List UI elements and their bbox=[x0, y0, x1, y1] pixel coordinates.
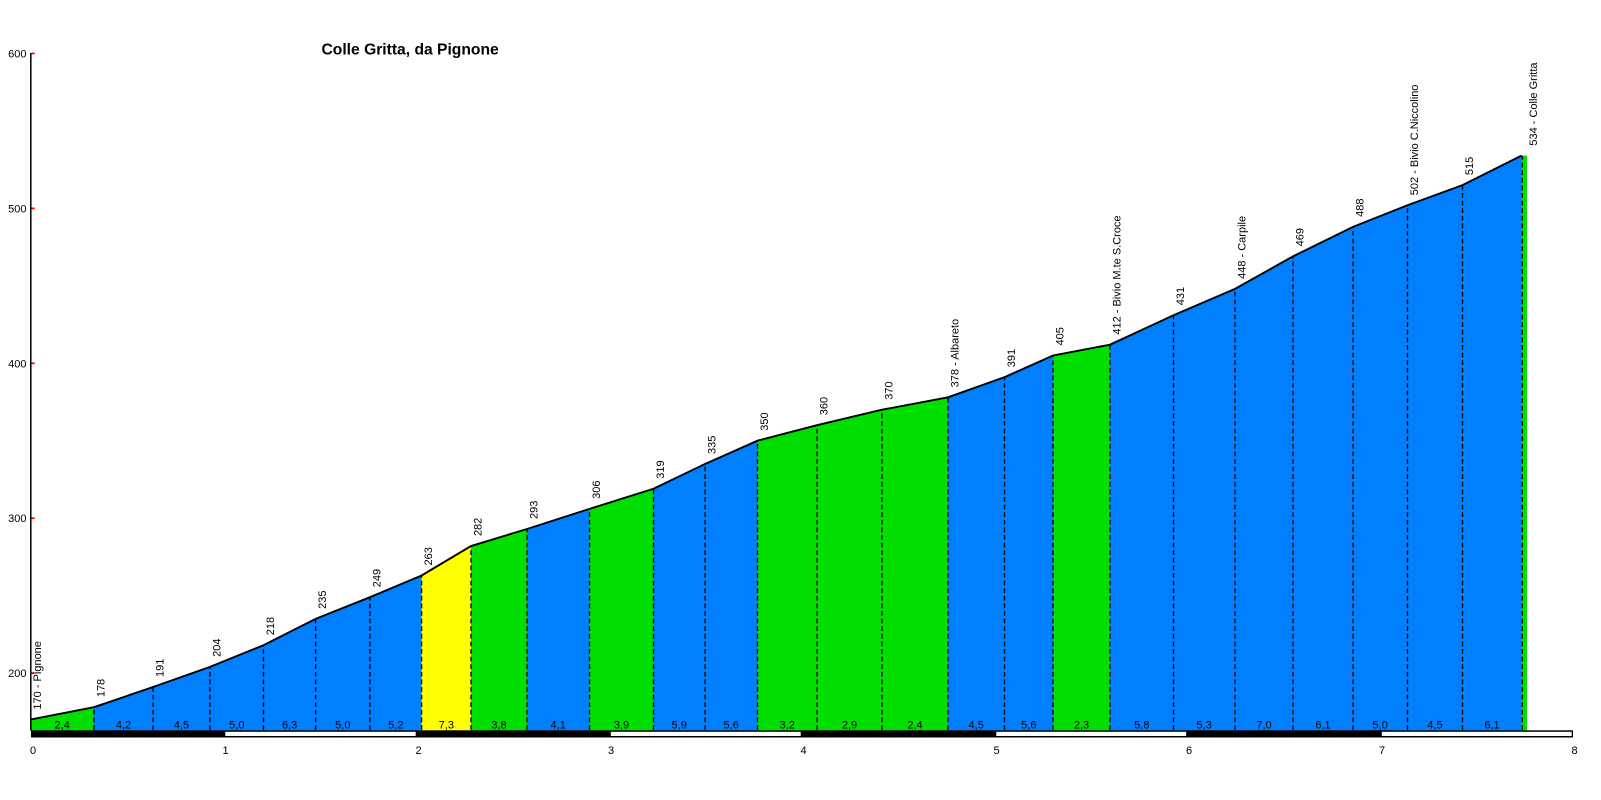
svg-text:6,3: 6,3 bbox=[282, 719, 297, 731]
svg-text:282: 282 bbox=[473, 518, 485, 536]
svg-text:4,2: 4,2 bbox=[116, 719, 131, 731]
svg-text:8: 8 bbox=[1571, 745, 1577, 757]
svg-text:7,0: 7,0 bbox=[1256, 719, 1271, 731]
svg-text:0: 0 bbox=[30, 745, 36, 757]
svg-text:306: 306 bbox=[591, 481, 603, 499]
svg-text:600: 600 bbox=[8, 48, 26, 60]
svg-text:5,6: 5,6 bbox=[1021, 719, 1036, 731]
svg-text:4: 4 bbox=[800, 745, 806, 757]
svg-text:Colle Gritta, da Pignone: Colle Gritta, da Pignone bbox=[322, 41, 499, 58]
svg-text:3,2: 3,2 bbox=[780, 719, 795, 731]
svg-text:4,5: 4,5 bbox=[969, 719, 984, 731]
svg-text:502 - Bivio C.Niccolino: 502 - Bivio C.Niccolino bbox=[1409, 85, 1421, 196]
svg-text:350: 350 bbox=[759, 412, 771, 430]
svg-text:235: 235 bbox=[317, 591, 329, 609]
svg-text:5,3: 5,3 bbox=[1197, 719, 1212, 731]
svg-text:293: 293 bbox=[529, 501, 541, 519]
svg-text:405: 405 bbox=[1055, 327, 1067, 345]
svg-text:360: 360 bbox=[819, 397, 831, 415]
svg-text:3,8: 3,8 bbox=[491, 719, 506, 731]
svg-text:218: 218 bbox=[265, 617, 277, 635]
svg-text:378 - Albareto: 378 - Albareto bbox=[950, 319, 962, 388]
svg-text:6: 6 bbox=[1186, 745, 1192, 757]
svg-text:431: 431 bbox=[1175, 287, 1187, 305]
svg-text:5,0: 5,0 bbox=[229, 719, 244, 731]
svg-text:515: 515 bbox=[1464, 157, 1476, 175]
svg-text:170 - Pignone: 170 - Pignone bbox=[32, 641, 44, 710]
svg-text:534 - Colle Gritta: 534 - Colle Gritta bbox=[1528, 62, 1540, 146]
svg-text:4,5: 4,5 bbox=[174, 719, 189, 731]
svg-text:2,4: 2,4 bbox=[55, 719, 70, 731]
svg-text:3: 3 bbox=[608, 745, 614, 757]
svg-text:2,3: 2,3 bbox=[1074, 719, 1089, 731]
svg-text:5,0: 5,0 bbox=[335, 719, 350, 731]
svg-text:249: 249 bbox=[372, 569, 384, 587]
svg-text:191: 191 bbox=[155, 659, 167, 677]
svg-text:6,1: 6,1 bbox=[1315, 719, 1330, 731]
svg-text:5: 5 bbox=[993, 745, 999, 757]
svg-text:7,3: 7,3 bbox=[439, 719, 454, 731]
svg-text:6,1: 6,1 bbox=[1484, 719, 1499, 731]
svg-text:3,9: 3,9 bbox=[614, 719, 629, 731]
svg-text:335: 335 bbox=[707, 436, 719, 454]
svg-text:7: 7 bbox=[1379, 745, 1385, 757]
svg-text:400: 400 bbox=[8, 358, 26, 370]
svg-text:448 - Carpile: 448 - Carpile bbox=[1237, 216, 1249, 279]
svg-text:488: 488 bbox=[1355, 199, 1367, 217]
svg-text:2,4: 2,4 bbox=[907, 719, 922, 731]
svg-text:263: 263 bbox=[423, 547, 435, 565]
svg-text:5,2: 5,2 bbox=[388, 719, 403, 731]
svg-text:5,0: 5,0 bbox=[1373, 719, 1388, 731]
svg-text:500: 500 bbox=[8, 203, 26, 215]
svg-text:5,8: 5,8 bbox=[1134, 719, 1149, 731]
svg-text:4,5: 4,5 bbox=[1427, 719, 1442, 731]
svg-text:370: 370 bbox=[884, 381, 896, 399]
svg-text:178: 178 bbox=[96, 679, 108, 697]
svg-text:204: 204 bbox=[212, 639, 224, 657]
svg-text:4,1: 4,1 bbox=[551, 719, 566, 731]
svg-text:412 - Bivio M.te S.Croce: 412 - Bivio M.te S.Croce bbox=[1112, 215, 1124, 334]
svg-text:5,6: 5,6 bbox=[724, 719, 739, 731]
svg-text:5,9: 5,9 bbox=[672, 719, 687, 731]
svg-text:391: 391 bbox=[1006, 349, 1018, 367]
svg-text:2,9: 2,9 bbox=[842, 719, 857, 731]
svg-text:2: 2 bbox=[415, 745, 421, 757]
svg-text:300: 300 bbox=[8, 513, 26, 525]
svg-text:200: 200 bbox=[8, 668, 26, 680]
svg-text:469: 469 bbox=[1295, 228, 1307, 246]
svg-text:319: 319 bbox=[655, 460, 667, 478]
svg-text:1: 1 bbox=[222, 745, 228, 757]
